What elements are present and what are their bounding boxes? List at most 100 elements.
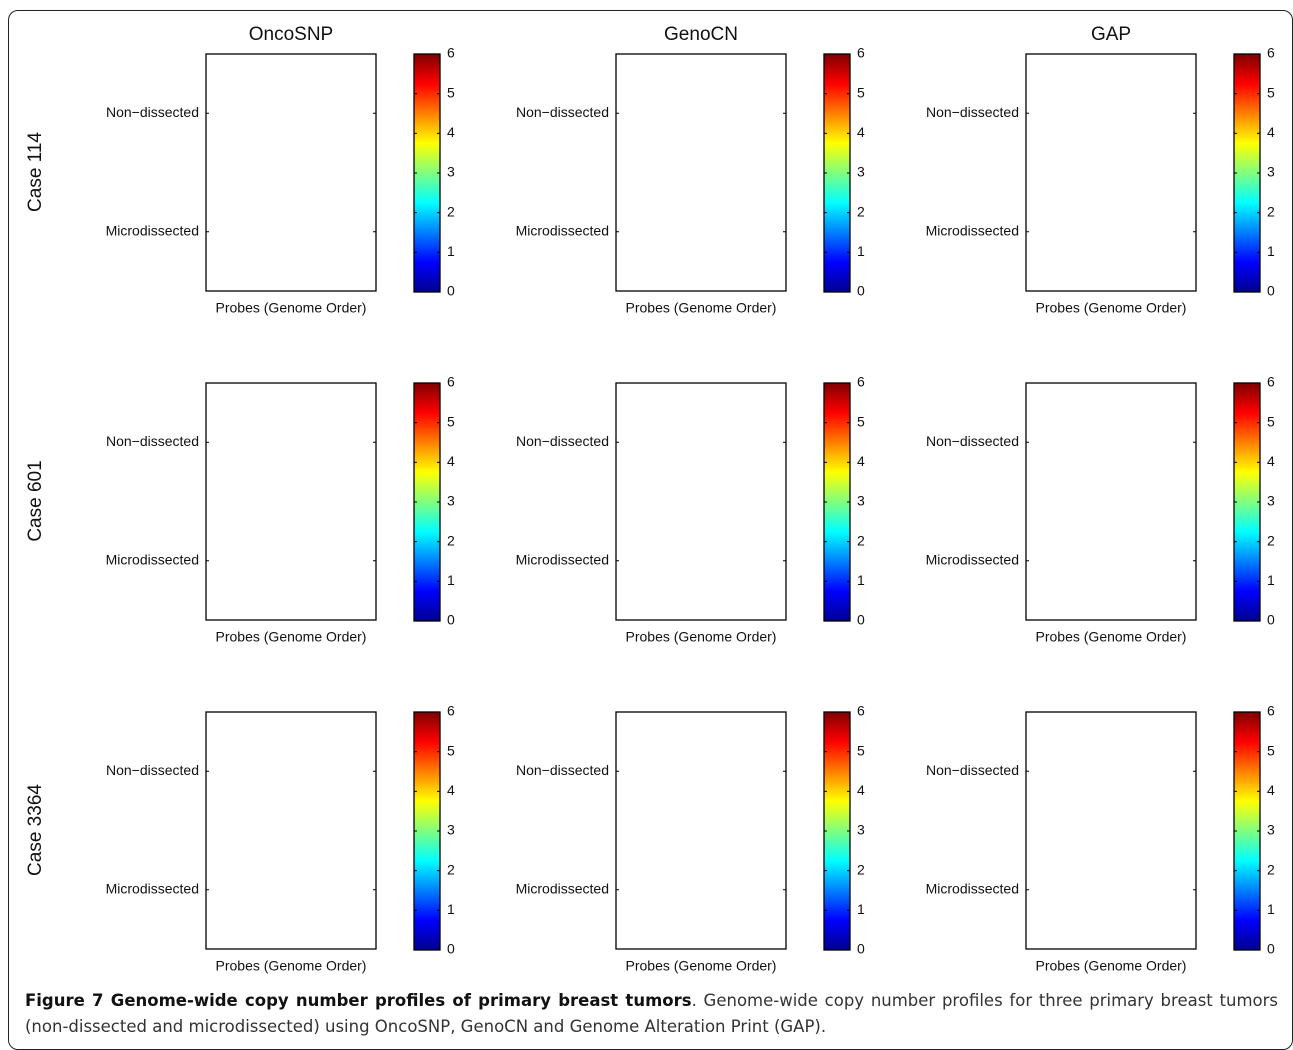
x-axis-label: Probes (Genome Order) xyxy=(626,629,777,645)
x-axis-label: Probes (Genome Order) xyxy=(626,300,777,316)
y-tick-label: Microdissected xyxy=(106,222,199,238)
colorbar-tick-label: 4 xyxy=(1267,453,1275,469)
colorbar-tick-label: 3 xyxy=(1267,164,1275,180)
colorbar-tick-label: 3 xyxy=(857,493,865,509)
y-tick-label: Microdissected xyxy=(516,222,609,238)
colorbar-tick-label: 1 xyxy=(447,572,455,588)
colorbar-tick-label: 1 xyxy=(857,572,865,588)
colorbar-tick-label: 4 xyxy=(857,782,865,798)
y-tick-label: Microdissected xyxy=(926,880,1019,896)
colorbar-tick-label: 0 xyxy=(1267,283,1275,299)
colorbar xyxy=(413,382,441,622)
x-axis-label: Probes (Genome Order) xyxy=(216,629,367,645)
colorbar-tick-label: 2 xyxy=(1267,861,1275,877)
heatmap-area xyxy=(205,711,377,950)
colorbar-tick-label: 0 xyxy=(857,283,865,299)
y-tick-label: Non−dissected xyxy=(106,433,199,449)
colorbar-tick-label: 1 xyxy=(1267,572,1275,588)
heatmap-area xyxy=(1025,53,1197,292)
figure: OncoSNP GenoCN GAP Case 114 Case 601 Case 336… xyxy=(25,24,1275,974)
colorbar-tick-label: 1 xyxy=(447,243,455,259)
x-axis-label: Probes (Genome Order) xyxy=(1036,958,1187,974)
colorbar-tick-label: 5 xyxy=(447,84,455,100)
colorbar-tick-label: 5 xyxy=(447,413,455,429)
colorbar xyxy=(1233,53,1261,293)
colorbar xyxy=(1233,382,1261,622)
y-tick-label: Microdissected xyxy=(516,880,609,896)
x-axis-label: Probes (Genome Order) xyxy=(1036,629,1187,645)
colorbar-tick-label: 3 xyxy=(447,822,455,838)
colorbar-tick-label: 1 xyxy=(1267,243,1275,259)
colorbar-tick-label: 0 xyxy=(1267,941,1275,957)
colorbar-tick-label: 1 xyxy=(1267,901,1275,917)
colorbar-tick-label: 6 xyxy=(857,374,865,390)
colorbar-tick-label: 4 xyxy=(857,453,865,469)
y-tick-label: Non−dissected xyxy=(926,762,1019,778)
colorbar-tick-label: 3 xyxy=(1267,493,1275,509)
colorbar-tick-label: 4 xyxy=(1267,124,1275,140)
colorbar xyxy=(823,382,851,622)
colorbar-tick-label: 2 xyxy=(447,861,455,877)
colorbar-tick-label: 1 xyxy=(447,901,455,917)
row-title: Case 3364 xyxy=(25,784,46,876)
column-title: GAP xyxy=(1091,24,1131,45)
caption-bold: Figure 7 Genome-wide copy number profile… xyxy=(25,991,692,1010)
colorbar-tick-label: 6 xyxy=(1267,703,1275,719)
colorbar-tick-label: 6 xyxy=(447,703,455,719)
colorbar-tick-label: 5 xyxy=(857,84,865,100)
colorbar-tick-label: 5 xyxy=(857,742,865,758)
colorbar-tick-label: 3 xyxy=(447,164,455,180)
colorbar-tick-label: 0 xyxy=(1267,612,1275,628)
colorbar-tick-label: 2 xyxy=(1267,203,1275,219)
y-tick-label: Non−dissected xyxy=(516,104,609,120)
y-tick-label: Non−dissected xyxy=(516,433,609,449)
colorbar-tick-label: 2 xyxy=(447,203,455,219)
row-title: Case 601 xyxy=(25,460,46,541)
colorbar-tick-label: 3 xyxy=(857,164,865,180)
column-title: GenoCN xyxy=(664,24,738,45)
colorbar-tick-label: 0 xyxy=(857,941,865,957)
colorbar-tick-label: 4 xyxy=(447,782,455,798)
y-tick-label: Non−dissected xyxy=(926,104,1019,120)
colorbar-tick-label: 2 xyxy=(857,203,865,219)
colorbar-tick-label: 5 xyxy=(1267,413,1275,429)
colorbar-tick-label: 4 xyxy=(447,453,455,469)
colorbar-tick-label: 1 xyxy=(857,243,865,259)
heatmap-area xyxy=(615,53,787,292)
colorbar xyxy=(413,53,441,293)
colorbar-tick-label: 0 xyxy=(447,941,455,957)
colorbar-tick-label: 5 xyxy=(857,413,865,429)
x-axis-label: Probes (Genome Order) xyxy=(216,300,367,316)
heatmap-area xyxy=(1025,711,1197,950)
y-tick-label: Non−dissected xyxy=(106,104,199,120)
y-tick-label: Non−dissected xyxy=(516,762,609,778)
row-title: Case 114 xyxy=(25,132,46,212)
colorbar-tick-label: 0 xyxy=(447,283,455,299)
x-axis-label: Probes (Genome Order) xyxy=(216,958,367,974)
colorbar-tick-label: 2 xyxy=(857,861,865,877)
colorbar xyxy=(823,711,851,951)
x-axis-label: Probes (Genome Order) xyxy=(626,958,777,974)
colorbar-tick-label: 5 xyxy=(1267,742,1275,758)
colorbar-tick-label: 2 xyxy=(447,532,455,548)
colorbar-tick-label: 3 xyxy=(447,493,455,509)
y-tick-label: Microdissected xyxy=(926,222,1019,238)
colorbar-tick-label: 2 xyxy=(857,532,865,548)
colorbar-tick-label: 6 xyxy=(1267,374,1275,390)
y-tick-label: Microdissected xyxy=(106,880,199,896)
colorbar-tick-label: 4 xyxy=(447,124,455,140)
y-tick-label: Non−dissected xyxy=(926,433,1019,449)
colorbar-tick-label: 3 xyxy=(1267,822,1275,838)
colorbar-tick-label: 6 xyxy=(447,374,455,390)
heatmap-area xyxy=(615,711,787,950)
colorbar-tick-label: 4 xyxy=(857,124,865,140)
column-title: OncoSNP xyxy=(249,24,333,45)
caption: Figure 7 Genome-wide copy number profile… xyxy=(25,988,1278,1040)
colorbar-tick-label: 0 xyxy=(447,612,455,628)
colorbar-tick-label: 6 xyxy=(857,45,865,61)
colorbar-tick-label: 6 xyxy=(447,45,455,61)
colorbar-tick-label: 1 xyxy=(857,901,865,917)
heatmap-area xyxy=(205,382,377,621)
colorbar-tick-label: 6 xyxy=(857,703,865,719)
colorbar-tick-label: 5 xyxy=(1267,84,1275,100)
